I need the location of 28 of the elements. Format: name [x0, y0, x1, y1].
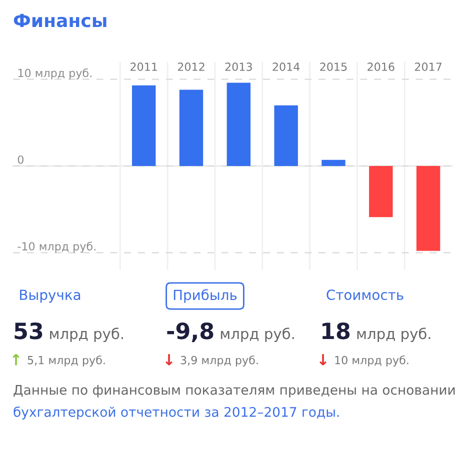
- text: 3,9 млрд руб.: [180, 356, 258, 366]
- x-tick-label: 2015: [320, 62, 347, 71]
- text: -9,8: [167, 322, 214, 342]
- text: Стоимость: [326, 290, 404, 300]
- text: бухгалтерской отчетности за 2012–2017 годы.: [14, 406, 339, 420]
- x-tick-label: 2011: [130, 62, 157, 71]
- y-tick-label: -10 млрд руб.: [18, 242, 96, 253]
- text: 5,1 млрд руб.: [28, 356, 105, 366]
- x-tick-label: 2016: [368, 62, 394, 71]
- x-tick-label: 2012: [178, 62, 204, 71]
- x-tick-label: 2014: [272, 62, 300, 71]
- text: 18: [322, 322, 350, 340]
- text: ↑: [12, 354, 20, 366]
- text: млрд руб.: [220, 328, 294, 342]
- text: ↓: [166, 354, 172, 366]
- text: Данные по финансовым показателям приведены на основании: [14, 385, 455, 398]
- chart-title: Финансы: [14, 14, 106, 28]
- text: млрд руб.: [357, 328, 430, 342]
- text: Прибыль: [174, 289, 237, 303]
- y-tick-label: 0: [18, 155, 24, 164]
- text: Выручка: [20, 290, 80, 303]
- text: 10 млрд руб.: [335, 356, 408, 366]
- x-tick-label: 2013: [225, 62, 252, 71]
- x-tick-label: 2017: [414, 62, 442, 71]
- text: 53: [14, 322, 42, 340]
- y-tick-label: 10 млрд руб.: [18, 68, 92, 80]
- text: ↓: [320, 354, 326, 366]
- text: млрд руб.: [50, 328, 123, 342]
